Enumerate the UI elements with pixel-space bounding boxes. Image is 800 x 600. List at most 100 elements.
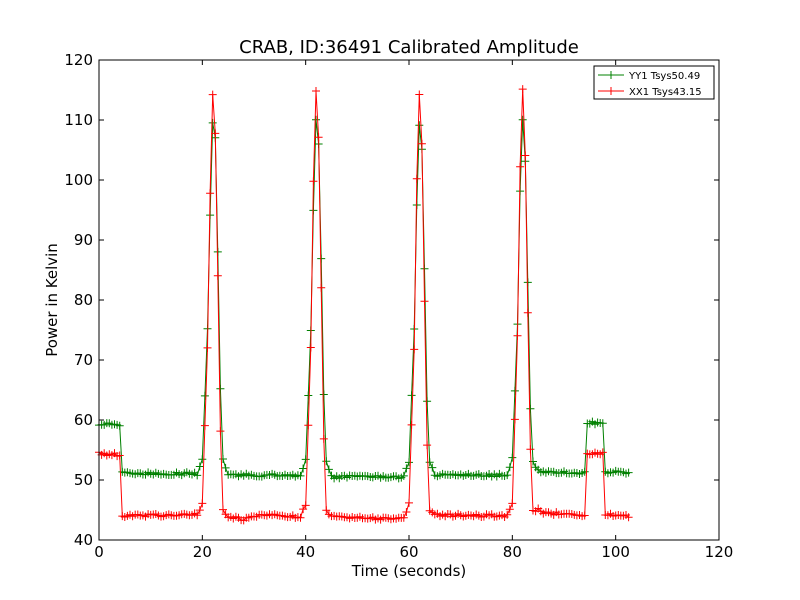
data-point-marker <box>208 90 217 99</box>
y-tick-label: 100 <box>64 171 93 189</box>
legend-items: YY1 Tsys50.49 XX1 Tsys43.15 <box>598 71 702 98</box>
ticks-layer: 0 20 40 60 80 100 120 40 50 60 70 80 90 100 110 120 <box>64 51 733 561</box>
data-point-marker <box>523 308 532 317</box>
data-point-marker <box>312 87 320 95</box>
data-point-marker <box>518 115 527 124</box>
data-point-marker <box>580 511 589 520</box>
data-point-marker <box>407 420 416 429</box>
data-point-marker <box>322 506 331 515</box>
data-point-marker <box>420 297 429 306</box>
data-point-marker <box>312 115 320 124</box>
data-point-marker <box>624 513 633 522</box>
series-1 <box>95 115 633 483</box>
data-point-marker <box>115 451 124 460</box>
data-point-marker <box>526 445 535 454</box>
data-point-marker <box>322 457 331 466</box>
data-point-marker <box>503 471 512 480</box>
data-point-marker <box>200 421 209 430</box>
y-tick-label: 40 <box>74 531 93 549</box>
data-point-marker <box>513 331 522 340</box>
legend-label: YY1 Tsys50.49 <box>628 71 700 82</box>
data-point-marker <box>193 471 202 480</box>
data-point-marker <box>425 458 434 467</box>
x-tick-label: 20 <box>193 543 212 561</box>
data-point-marker <box>428 463 437 472</box>
data-point-marker <box>195 506 204 515</box>
data-point-marker <box>529 457 537 466</box>
y-tick-label: 50 <box>74 471 93 489</box>
data-point-marker <box>309 177 318 186</box>
data-point-marker <box>208 118 217 127</box>
data-point-marker <box>324 465 333 474</box>
data-point-marker <box>296 471 305 480</box>
data-point-marker <box>304 391 313 400</box>
data-point-marker <box>412 174 421 183</box>
data-point-marker <box>402 464 411 473</box>
data-point-marker <box>115 421 124 430</box>
x-tick-label: 100 <box>601 543 630 561</box>
y-tick-label: 60 <box>74 411 93 429</box>
data-point-marker <box>505 505 514 514</box>
data-point-marker <box>521 151 530 160</box>
data-point-marker <box>195 462 204 471</box>
data-point-marker <box>317 283 326 292</box>
data-point-marker <box>402 508 411 516</box>
data-point-marker <box>516 162 525 171</box>
legend: YY1 Tsys50.49 XX1 Tsys43.15 <box>593 65 715 100</box>
data-point-marker <box>221 463 230 472</box>
legend-label: XX1 Tsys43.15 <box>629 87 702 98</box>
y-tick-label: 70 <box>74 351 93 369</box>
data-point-marker <box>580 467 589 476</box>
data-point-marker <box>508 499 517 508</box>
data-point-marker <box>206 189 215 198</box>
chart-title: CRAB, ID:36491 Calibrated Amplitude <box>239 37 579 58</box>
legend-item: YY1 Tsys50.49 <box>598 71 700 82</box>
data-point-marker <box>198 499 207 508</box>
data-point-marker <box>306 343 315 352</box>
data-point-marker <box>410 345 419 354</box>
data-point-marker <box>510 415 519 424</box>
y-tick-label: 110 <box>64 111 93 129</box>
data-point-marker <box>415 90 424 99</box>
series-line <box>98 89 629 521</box>
data-point-marker <box>299 464 308 473</box>
data-point-marker <box>598 419 607 428</box>
series-layer <box>95 85 633 525</box>
data-point-marker <box>598 448 607 457</box>
data-point-marker <box>399 471 408 480</box>
data-point-marker <box>407 391 416 400</box>
legend-frame <box>593 65 715 100</box>
plot-area: 0 20 40 60 80 100 120 40 50 60 70 80 90 100 110 120 <box>64 51 733 561</box>
y-tick-label: 90 <box>74 231 93 249</box>
data-point-marker <box>219 455 227 463</box>
data-point-marker <box>216 427 225 436</box>
x-axis-label: Time (seconds) <box>351 562 467 580</box>
data-point-marker <box>301 501 310 510</box>
data-point-marker <box>198 455 207 464</box>
data-point-marker <box>319 434 328 443</box>
y-tick-label: 120 <box>64 51 93 69</box>
legend-item: XX1 Tsys43.15 <box>598 87 702 98</box>
x-tick-label: 80 <box>503 543 522 561</box>
data-point-marker <box>518 85 527 94</box>
data-point-marker <box>526 404 535 413</box>
legend-marker <box>607 87 615 95</box>
series-2 <box>95 85 633 525</box>
data-point-marker <box>193 511 202 520</box>
legend-marker <box>607 71 615 79</box>
y-tick-label: 80 <box>74 291 93 309</box>
data-point-marker <box>415 121 424 130</box>
data-point-marker <box>624 468 633 477</box>
data-point-marker <box>510 386 519 395</box>
series-line <box>98 119 629 480</box>
data-point-marker <box>417 139 426 148</box>
data-point-marker <box>508 453 517 462</box>
data-point-marker <box>296 513 305 522</box>
x-tick-label: 40 <box>296 543 315 561</box>
data-point-marker <box>314 133 323 142</box>
data-point-marker <box>405 458 413 467</box>
data-point-marker <box>211 129 220 138</box>
data-point-marker <box>216 384 225 393</box>
data-point-marker <box>301 455 310 464</box>
